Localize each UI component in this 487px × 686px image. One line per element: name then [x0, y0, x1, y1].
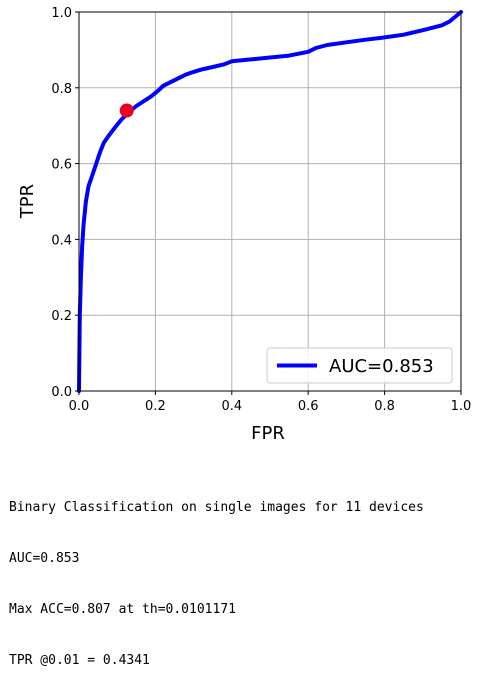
x-tick-label: 0.4 [221, 399, 242, 414]
x-axis-label: FPR [251, 423, 285, 444]
roc-curve [77, 10, 463, 393]
x-tick-label: 0.6 [298, 399, 319, 414]
y-tick-label: 0.6 [51, 158, 72, 173]
y-tick-label: 1.0 [51, 6, 72, 21]
y-tick-label: 0.2 [51, 309, 72, 324]
max-acc-marker [119, 103, 134, 118]
caption-auc: AUC=0.853 [9, 551, 80, 566]
y-tick-label: 0.0 [51, 385, 72, 400]
series-layer [77, 10, 463, 393]
legend-label: AUC=0.853 [329, 356, 434, 377]
caption-max-acc: Max ACC=0.807 at th=0.0101171 [9, 602, 236, 617]
caption-title: Binary Classification on single images f… [9, 500, 424, 515]
grid [78, 11, 462, 392]
y-axis-label: TPR [17, 184, 38, 219]
x-tick-label: 1.0 [451, 399, 472, 414]
y-tick-label: 0.8 [51, 82, 72, 97]
x-tick-label: 0.2 [145, 399, 166, 414]
plot-frame [78, 11, 462, 392]
y-tick-label: 0.4 [51, 233, 72, 248]
x-tick-label: 0.8 [374, 399, 395, 414]
legend: AUC=0.853 [266, 347, 453, 384]
x-tick-label: 0.0 [69, 399, 90, 414]
roc-chart: 0.0 0.2 0.4 0.6 0.8 1.0 0.0 0.2 0.4 0.6 0.8 1.0 FPR… [17, 6, 471, 444]
caption-tpr: TPR @0.01 = 0.4341 [9, 653, 150, 668]
legend-box [266, 347, 453, 384]
ticks: 0.0 0.2 0.4 0.6 0.8 1.0 0.0 0.2 0.4 0.6 0.8 1.0 [51, 6, 471, 414]
caption: Binary Classification on single images f… [9, 465, 424, 686]
